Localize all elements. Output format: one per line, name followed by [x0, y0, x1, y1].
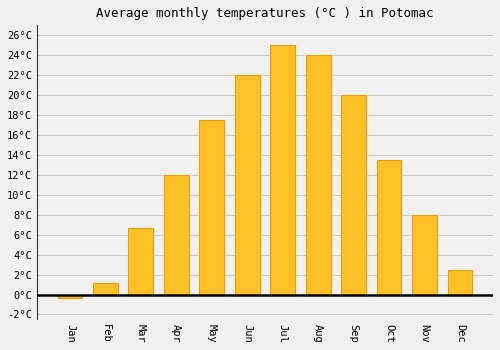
- Bar: [93, 282, 118, 294]
- Bar: [306, 55, 330, 294]
- Bar: [235, 75, 260, 294]
- Bar: [448, 270, 472, 294]
- Bar: [412, 215, 437, 294]
- Title: Average monthly temperatures (°C ) in Potomac: Average monthly temperatures (°C ) in Po…: [96, 7, 434, 20]
- Bar: [58, 294, 82, 297]
- Bar: [270, 45, 295, 294]
- Bar: [376, 160, 402, 294]
- Bar: [200, 120, 224, 294]
- Bar: [164, 175, 188, 294]
- Bar: [128, 228, 154, 294]
- Bar: [341, 95, 366, 294]
